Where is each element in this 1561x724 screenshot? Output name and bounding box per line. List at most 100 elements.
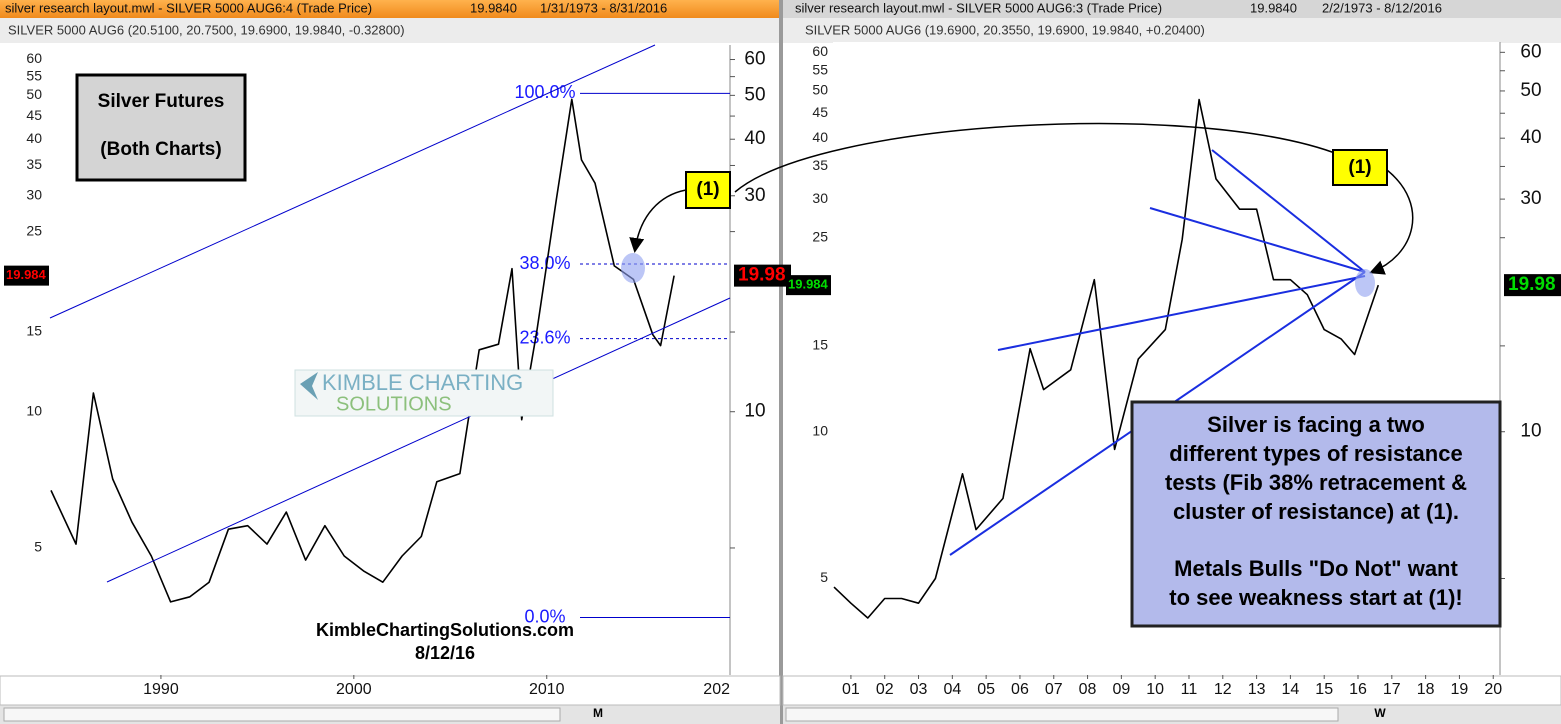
x-tick-label: 17 (1383, 681, 1401, 698)
period-button[interactable]: W (1374, 706, 1386, 720)
header-strip (0, 18, 780, 43)
y-tick-label: 40 (26, 130, 42, 146)
header-strip (782, 18, 1561, 43)
y-tick-label: 50 (1520, 80, 1541, 101)
last-price-label: 19.98 (1508, 274, 1556, 295)
y-tick-label: 30 (1520, 188, 1541, 209)
y-tick-label: 45 (26, 107, 42, 123)
x-tick-label: 1990 (143, 681, 179, 698)
y-tick-label: 25 (812, 228, 828, 244)
y-tick-label: 10 (812, 422, 828, 438)
x-tick-label: 15 (1315, 681, 1333, 698)
x-tick-label: 06 (1011, 681, 1029, 698)
highlight (621, 253, 645, 283)
period-button[interactable]: M (593, 706, 603, 720)
fib-label: 23.6% (519, 327, 570, 347)
price-line (50, 98, 675, 603)
y-tick-label: 60 (1520, 41, 1541, 62)
box-subtitle: (Both Charts) (100, 139, 221, 160)
x-tick-label: 18 (1417, 681, 1435, 698)
x-tick-label: 13 (1248, 681, 1266, 698)
window-range: 1/31/1973 - 8/31/2016 (540, 0, 667, 15)
comment-line: cluster of resistance) at (1). (1173, 499, 1459, 524)
date: 8/12/16 (415, 643, 475, 663)
x-tick-label: 20 (1484, 681, 1502, 698)
x-tick-label: 05 (977, 681, 995, 698)
last-price-bg (786, 275, 831, 296)
window-price: 19.9840 (470, 0, 517, 15)
y-tick-label: 10 (26, 402, 42, 418)
pane-divider (779, 0, 783, 724)
y-tick-label: 35 (26, 156, 42, 172)
y-tick-label: 50 (744, 84, 765, 105)
y-tick-label: 15 (812, 337, 828, 353)
last-price-bg (734, 264, 791, 287)
scroll-track[interactable] (3, 707, 561, 722)
comment-line: different types of resistance (1169, 441, 1462, 466)
trend-line (997, 275, 1366, 351)
scroll-track[interactable] (785, 707, 1339, 722)
x-tick-label: 02 (876, 681, 894, 698)
x-tick-label: 19 (1451, 681, 1469, 698)
title-bar[interactable] (782, 0, 1561, 18)
y-tick-label: 50 (26, 86, 42, 102)
y-tick-label: 40 (812, 129, 828, 145)
y-tick-label: 55 (26, 67, 42, 83)
arrow (734, 122, 1341, 193)
watermark: KIMBLE CHARTING (322, 370, 523, 395)
y-tick-label: 60 (26, 50, 42, 66)
y-tick-label: 60 (744, 49, 765, 70)
subtitle: SILVER 5000 AUG6 (20.5100, 20.7500, 19.6… (8, 22, 405, 37)
fib-label: 38.0% (519, 253, 570, 273)
arrow (1369, 169, 1414, 275)
channel-line (106, 297, 731, 583)
y-tick-label: 60 (812, 43, 828, 59)
y-tick-label: 15 (26, 323, 42, 339)
x-tick-label: 202 (703, 681, 730, 698)
x-tick-label: 01 (842, 681, 860, 698)
y-tick-label: 30 (744, 185, 765, 206)
last-price-label: 19.98 (738, 265, 786, 286)
comment-box (1130, 400, 1502, 628)
y-tick-label: 55 (812, 61, 828, 77)
y-tick-label: 40 (744, 128, 765, 149)
x-tick-label: 2000 (336, 681, 372, 698)
watermark-logo (300, 372, 318, 400)
channel-line (49, 44, 656, 319)
y-tick-label: 10 (1520, 421, 1541, 442)
label-box (75, 73, 247, 182)
trend-line (1211, 149, 1366, 273)
comment-line: tests (Fib 38% retracement & (1165, 470, 1467, 495)
last-price-bg (1504, 274, 1561, 297)
watermark-box (294, 369, 554, 417)
trend-line (1149, 207, 1366, 273)
title-bar[interactable] (0, 0, 780, 18)
x-tick-label: 08 (1079, 681, 1097, 698)
window-range: 2/2/1973 - 8/12/2016 (1322, 0, 1442, 15)
x-tick-label: 04 (943, 681, 961, 698)
y-tick-label: 30 (26, 186, 42, 202)
box-title: Silver Futures (98, 91, 225, 112)
comment-line: Metals Bulls "Do Not" want (1174, 556, 1458, 581)
callout: (1) (1348, 157, 1371, 178)
callout: (1) (696, 179, 719, 200)
x-tick-label: 16 (1349, 681, 1367, 698)
y-tick-label: 5 (820, 569, 828, 585)
y-tick-label: 5 (34, 539, 42, 555)
website: KimbleChartingSolutions.com (316, 620, 574, 640)
x-tick-label: 09 (1112, 681, 1130, 698)
window-title: silver research layout.mwl - SILVER 5000… (795, 0, 1162, 15)
y-tick-label: 35 (812, 157, 828, 173)
watermark: SOLUTIONS (336, 393, 452, 415)
x-tick-label: 03 (910, 681, 928, 698)
x-tick-label: 2010 (529, 681, 565, 698)
x-tick-label: 11 (1181, 681, 1198, 698)
comment-text: Silver is facing a two different types of… (1165, 412, 1467, 610)
callout-box (685, 171, 731, 209)
x-tick-label: 07 (1045, 681, 1063, 698)
x-axis-strip (0, 675, 781, 706)
x-tick-label: 12 (1214, 681, 1232, 698)
y-tick-label: 45 (812, 104, 828, 120)
